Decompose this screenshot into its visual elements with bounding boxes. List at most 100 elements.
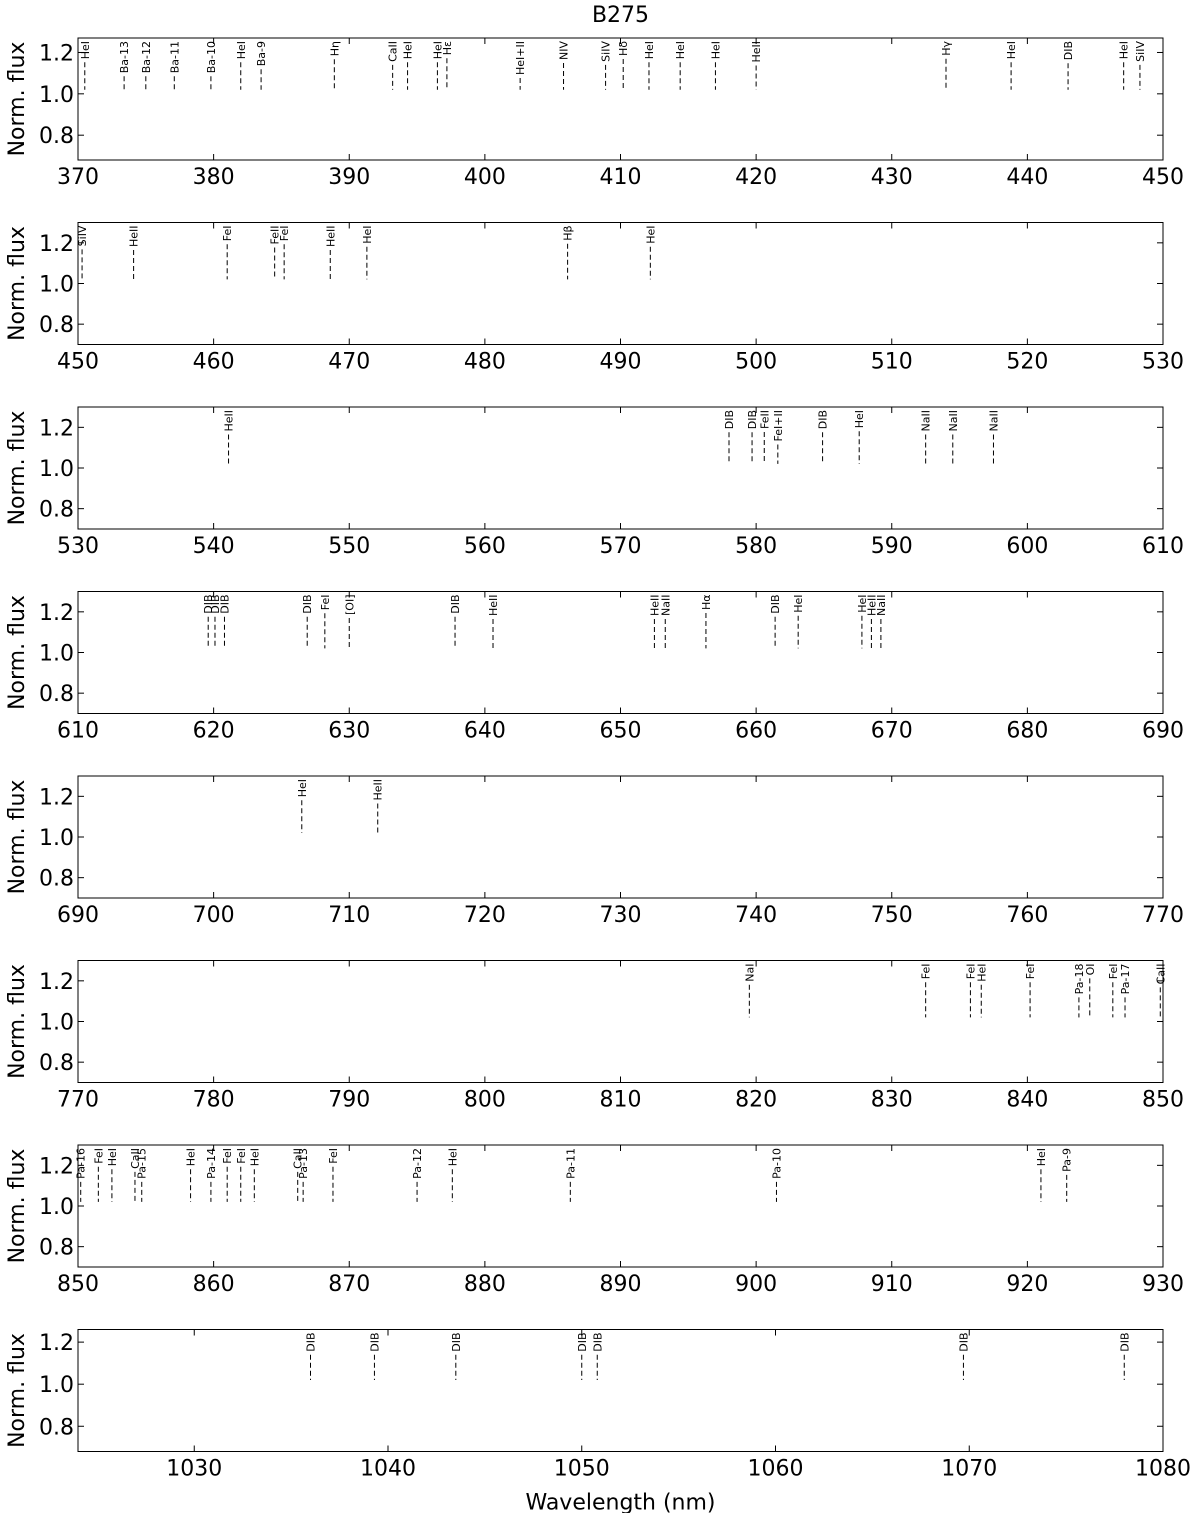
x-tick-label: 800 xyxy=(464,1088,506,1113)
line-label: DIB xyxy=(209,595,222,614)
line-label: SiIV xyxy=(1134,41,1147,62)
x-tick-label: 450 xyxy=(57,350,99,375)
x-tick-label: 1040 xyxy=(360,1457,416,1482)
x-tick-label: 660 xyxy=(735,719,777,744)
line-label: CaII xyxy=(292,1148,305,1169)
line-label: Pa-16 xyxy=(75,1148,88,1179)
line-label: Ba-10 xyxy=(205,41,218,73)
panel: Norm. flux 850 860 870 880 890 900 910 920 930 0.8… xyxy=(5,1144,1184,1297)
x-tick-label: 710 xyxy=(328,903,370,928)
x-tick-label: 510 xyxy=(871,350,913,375)
y-axis-label: Norm. flux xyxy=(5,595,30,710)
line-label: DIB xyxy=(1118,1333,1131,1352)
x-tick-label: 850 xyxy=(1142,1088,1184,1113)
x-tick-label: 540 xyxy=(193,534,235,559)
line-label: HeI xyxy=(643,41,656,59)
line-label: NaII xyxy=(920,410,933,431)
x-tick-label: 670 xyxy=(871,719,913,744)
line-label: NaII xyxy=(947,410,960,431)
y-tick-label: 0.8 xyxy=(39,313,74,338)
y-tick-label: 1.0 xyxy=(39,826,74,851)
y-tick-label: 1.2 xyxy=(39,41,74,66)
panel: Norm. flux 690 700 710 720 730 740 750 760 770 0.8… xyxy=(5,775,1184,928)
x-tick-label: 610 xyxy=(57,719,99,744)
y-tick-label: 1.2 xyxy=(39,970,74,995)
x-tick-label: 730 xyxy=(600,903,642,928)
x-tick-label: 470 xyxy=(328,350,370,375)
line-label: HeII xyxy=(324,226,337,248)
x-tick-label: 550 xyxy=(328,534,370,559)
line-label: DIB xyxy=(576,1333,589,1352)
line-label: HeI xyxy=(248,1148,261,1166)
line-label: HeI xyxy=(1118,41,1131,59)
x-tick-label: 720 xyxy=(464,903,506,928)
line-label: NIV xyxy=(558,41,571,60)
line-label: DIB xyxy=(450,1333,463,1352)
x-tick-label: 1080 xyxy=(1135,1457,1191,1482)
x-tick-label: 690 xyxy=(1142,719,1184,744)
line-label: Ba-13 xyxy=(118,41,131,73)
line-label: HeI xyxy=(235,41,248,59)
x-tick-label: 630 xyxy=(328,719,370,744)
y-tick-label: 0.8 xyxy=(39,498,74,523)
line-label: HeI+II xyxy=(514,41,527,75)
y-axis-label: Norm. flux xyxy=(5,1333,30,1448)
line-label: HeII xyxy=(865,595,878,617)
x-tick-label: 830 xyxy=(871,1088,913,1113)
panel: Norm. flux 450 460 470 480 490 500 510 520 530 0.8… xyxy=(5,222,1184,375)
y-tick-label: 0.8 xyxy=(39,1051,74,1076)
x-tick-label: 420 xyxy=(735,165,777,190)
line-label: DIB xyxy=(1062,41,1075,60)
x-tick-label: 600 xyxy=(1006,534,1048,559)
line-label: FeI xyxy=(221,226,234,242)
line-label: NaII xyxy=(659,595,672,616)
x-axis-label: Wavelength (nm) xyxy=(525,1491,715,1514)
x-tick-label: 920 xyxy=(1006,1272,1048,1297)
x-tick-label: 750 xyxy=(871,903,913,928)
y-tick-label: 1.0 xyxy=(39,273,74,298)
line-label: CaII xyxy=(387,41,400,62)
y-tick-label: 1.2 xyxy=(39,232,74,257)
line-label: HeI xyxy=(1005,41,1018,59)
line-label: HeII xyxy=(487,595,500,617)
x-tick-label: 900 xyxy=(735,1272,777,1297)
y-tick-label: 1.0 xyxy=(39,1011,74,1036)
x-tick-label: 390 xyxy=(328,165,370,190)
x-tick-label: 870 xyxy=(328,1272,370,1297)
line-label: FeI xyxy=(1107,964,1120,980)
panel: Norm. flux Wavelength (nm) 1030 1040 1050 106… xyxy=(5,1329,1191,1516)
line-label: FeI xyxy=(92,1148,105,1164)
plot-frame xyxy=(77,960,1164,1083)
line-label: Hγ xyxy=(940,41,953,56)
x-tick-label: 790 xyxy=(328,1088,370,1113)
y-axis-label: Norm. flux xyxy=(5,780,30,895)
line-label: DIB xyxy=(449,595,462,614)
line-label: HeI xyxy=(296,779,309,797)
line-label: FeII xyxy=(269,226,282,245)
x-tick-label: 640 xyxy=(464,719,506,744)
x-tick-label: 700 xyxy=(193,903,235,928)
line-label: NaI xyxy=(743,964,756,982)
y-axis-label: Norm. flux xyxy=(5,226,30,341)
line-label: FeI xyxy=(319,595,332,611)
line-label: HeI xyxy=(674,41,687,59)
line-label: Pa-10 xyxy=(770,1148,783,1179)
line-label: DIB xyxy=(817,410,830,429)
y-tick-label: 1.0 xyxy=(39,83,74,108)
line-label: CaII xyxy=(1154,964,1167,985)
line-label: HeI xyxy=(431,41,444,59)
line-label: HeI xyxy=(644,226,657,244)
x-tick-label: 820 xyxy=(735,1088,777,1113)
line-label: DIB xyxy=(301,595,314,614)
x-tick-label: 840 xyxy=(1006,1088,1048,1113)
line-label: Pa-9 xyxy=(1061,1148,1074,1172)
y-axis-label: Norm. flux xyxy=(5,411,30,526)
x-tick-label: 810 xyxy=(600,1088,642,1113)
plot-frame xyxy=(77,222,1164,345)
x-tick-label: 680 xyxy=(1006,719,1048,744)
line-label: DIB xyxy=(218,595,231,614)
line-label: FeII xyxy=(758,410,771,429)
line-label: Pa-12 xyxy=(411,1148,424,1179)
x-tick-label: 590 xyxy=(871,534,913,559)
y-tick-label: 1.2 xyxy=(39,601,74,626)
